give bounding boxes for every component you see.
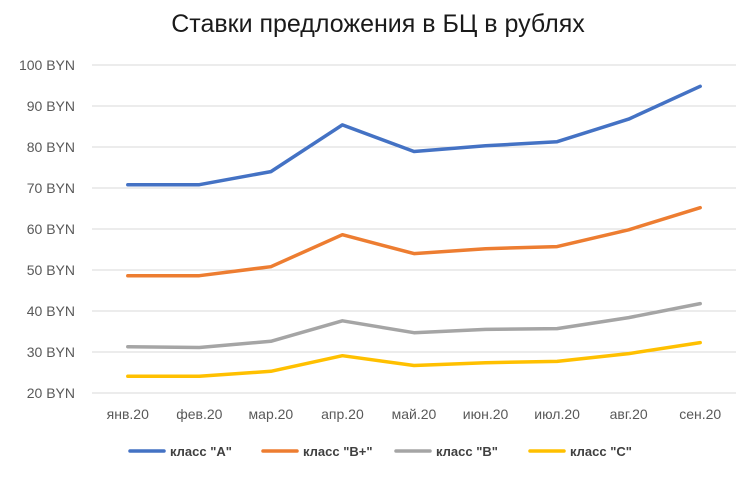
y-tick-label: 20 BYN xyxy=(27,385,75,401)
chart-title: Ставки предложения в БЦ в рублях xyxy=(171,10,585,38)
y-tick-label: 60 BYN xyxy=(27,221,75,237)
y-tick-label: 50 BYN xyxy=(27,262,75,278)
y-tick-label: 90 BYN xyxy=(27,98,75,114)
y-tick-label: 30 BYN xyxy=(27,344,75,360)
x-axis-tick-labels: янв.20 фев.20 мар.20 апр.20 май.20 июн.20 июл.… xyxy=(107,406,722,422)
y-tick-label: 100 BYN xyxy=(19,57,75,73)
legend-label-2: класс "В+" xyxy=(303,444,373,459)
y-tick-label: 80 BYN xyxy=(27,139,75,155)
grid-lines xyxy=(92,64,736,394)
x-tick-label: сен.20 xyxy=(679,406,721,422)
series-line-4 xyxy=(126,340,702,378)
legend-label-3: класс "В" xyxy=(436,444,498,459)
x-tick-label: июн.20 xyxy=(463,406,509,422)
series-line-2 xyxy=(126,205,702,278)
legend: класс "А" класс "В+" класс "В" класс "С" xyxy=(128,444,632,459)
y-axis-tick-labels: 20 BYN 30 BYN 40 BYN 50 BYN 60 BYN 70 BYN 80 B… xyxy=(19,57,75,401)
x-tick-label: мар.20 xyxy=(249,406,294,422)
series-line-1 xyxy=(126,84,702,187)
y-tick-label: 70 BYN xyxy=(27,180,75,196)
x-tick-label: янв.20 xyxy=(107,406,149,422)
x-tick-label: май.20 xyxy=(392,406,437,422)
series-line-3 xyxy=(126,301,702,350)
x-tick-label: апр.20 xyxy=(321,406,364,422)
series-lines xyxy=(126,84,702,378)
x-tick-label: авг.20 xyxy=(610,406,648,422)
x-tick-label: фев.20 xyxy=(176,406,222,422)
legend-label-1: класс "А" xyxy=(170,444,232,459)
x-tick-label: июл.20 xyxy=(534,406,580,422)
legend-label-4: класс "С" xyxy=(570,444,632,459)
y-tick-label: 40 BYN xyxy=(27,303,75,319)
